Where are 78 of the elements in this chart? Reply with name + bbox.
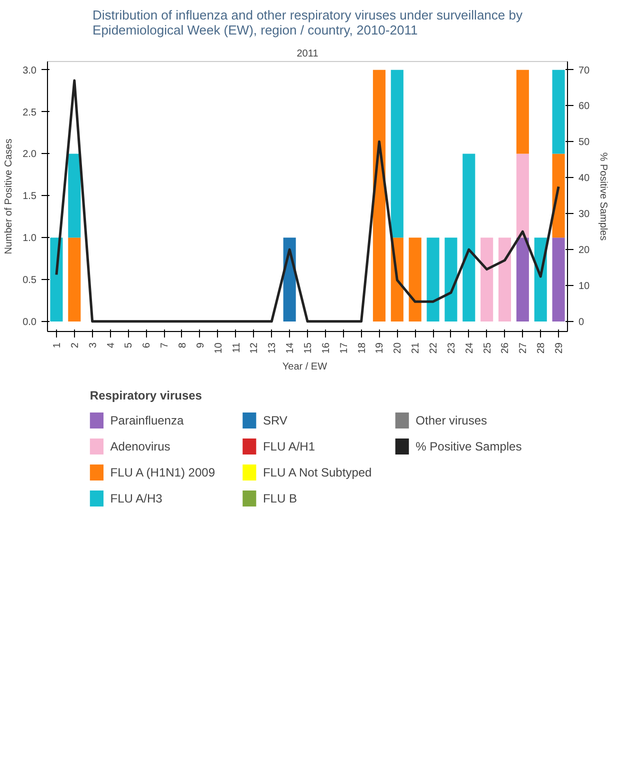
legend-label: FLU A/H3: [110, 492, 163, 506]
y2-tick-label: 70: [578, 65, 590, 76]
legend-label: FLU A/H1: [262, 440, 316, 454]
y2-tick-label: 60: [578, 101, 590, 112]
x-tick-label: 22: [428, 342, 440, 354]
x-tick-label: 16: [320, 342, 332, 354]
x-tick-label: 25: [482, 342, 494, 354]
bar: [516, 70, 529, 154]
y-axis-title: Number of Positive Cases: [4, 138, 15, 254]
x-axis-title: Year / EW: [282, 362, 328, 373]
legend-label: % Positive Samples: [416, 440, 522, 454]
x-tick-label: 15: [303, 342, 314, 354]
y-tick-label: 1.5: [22, 191, 37, 202]
x-tick-label: 18: [356, 342, 368, 354]
x-tick-label: 3: [88, 342, 99, 348]
chart-title: Distribution of influenza and other respiratory viruses under surveillance by Epidemiological Week (EW), region / country, 2010-2011: [92, 8, 523, 38]
bar: [408, 238, 422, 322]
bar: [426, 238, 440, 322]
bar: [50, 238, 63, 322]
y-tick-label: 0.5: [22, 275, 37, 286]
bar: [552, 238, 565, 322]
x-tick-label: 26: [500, 342, 512, 354]
bar: [444, 238, 458, 322]
x-tick-label: 11: [231, 342, 242, 353]
x-tick-label: 1: [52, 342, 63, 348]
x-tick-label: 14: [285, 342, 296, 354]
bar: [390, 70, 404, 238]
y2-tick-label: 30: [578, 209, 590, 220]
legend-label: Parainfluenza: [110, 414, 184, 428]
x-tick-label: 19: [374, 342, 386, 354]
x-tick-label: 23: [446, 342, 458, 354]
y-tick-label: 1.0: [22, 233, 37, 244]
legend-label: FLU B: [262, 492, 297, 506]
y2-tick-label: 40: [578, 173, 590, 184]
line-series: [55, 79, 560, 323]
x-tick-label: 2: [70, 342, 81, 348]
y2-tick-label: 10: [578, 280, 590, 292]
x-tick-label: 12: [249, 342, 260, 354]
x-tick-label: 24: [464, 342, 476, 354]
legend-title: Respiratory viruses: [90, 388, 202, 402]
y2-axis-title: % Positive Samples: [598, 152, 609, 241]
legend-label: FLU A Not Subtyped: [262, 466, 372, 480]
x-tick-label: 13: [267, 342, 278, 354]
x-tick-label: 10: [213, 342, 224, 354]
x-tick-label: 6: [142, 342, 153, 348]
x-tick-label: 20: [392, 342, 404, 354]
bar: [68, 154, 81, 238]
x-tick-label: 29: [554, 342, 566, 354]
legend-label: FLU A (H1N1) 2009: [110, 466, 216, 480]
legend-label: SRV: [262, 414, 288, 428]
x-tick-label: 17: [338, 342, 350, 354]
bar: [68, 238, 81, 322]
y2-tick-label: 20: [578, 245, 590, 256]
bar: [552, 154, 565, 238]
bar: [372, 70, 386, 322]
x-tick-label: 4: [106, 342, 117, 348]
legend-label: Adenovirus: [110, 440, 170, 454]
x-tick-label: 27: [518, 342, 530, 354]
y-tick-label: 2.0: [22, 149, 37, 160]
bar: [516, 238, 529, 322]
x-tick-label: 8: [177, 342, 188, 348]
x-tick-label: 28: [536, 342, 548, 354]
bar: [480, 238, 494, 322]
y-tick-label: 3.0: [22, 65, 37, 76]
y-tick-label: 0.0: [22, 316, 37, 328]
bar: [516, 154, 529, 238]
y-tick-label: 2.5: [22, 107, 37, 118]
x-tick-label: 9: [195, 342, 206, 348]
y2-tick-label: 50: [578, 137, 590, 148]
x-tick-label: 5: [124, 342, 135, 348]
y2-tick-label: 0: [578, 316, 584, 328]
x-tick-label: 21: [410, 342, 422, 354]
bar: [552, 70, 565, 154]
legend-label: Other viruses: [416, 414, 488, 428]
bar: [498, 238, 512, 322]
bar: [462, 154, 476, 322]
text: 2011: [296, 48, 319, 60]
x-tick-label: 7: [160, 342, 171, 348]
